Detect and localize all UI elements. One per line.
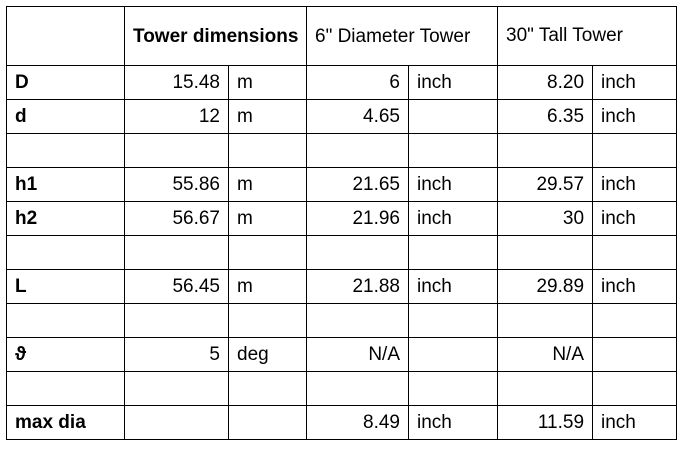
header-row: Tower dimensions 6" Diameter Tower 30" T… — [6, 6, 678, 66]
thirty-inch-value-cell[interactable] — [497, 303, 594, 338]
thirty-inch-unit-cell[interactable]: inch — [592, 99, 678, 134]
tower-unit-cell[interactable] — [228, 235, 307, 270]
thirty-inch-value-cell[interactable] — [497, 371, 594, 406]
row-label-cell[interactable]: d — [6, 99, 125, 134]
thirty-inch-unit-cell[interactable] — [592, 303, 678, 338]
row-label-cell[interactable] — [6, 303, 125, 338]
row-label-cell[interactable]: h2 — [6, 201, 125, 236]
table-row: h2 56.67 m 21.96 inch 30 inch — [6, 201, 678, 236]
header-six-inch-diameter-tower[interactable]: 6" Diameter Tower — [305, 6, 499, 66]
table-row: max dia 8.49 inch 11.59 inch — [6, 405, 678, 440]
tower-unit-cell[interactable]: m — [228, 167, 307, 202]
tower-unit-cell[interactable]: m — [228, 269, 307, 304]
table-row: L 56.45 m 21.88 inch 29.89 inch — [6, 269, 678, 304]
tower-value-cell[interactable]: 15.48 — [124, 65, 229, 100]
thirty-inch-value-cell[interactable]: 8.20 — [497, 65, 594, 100]
six-inch-value-cell[interactable]: 4.65 — [306, 99, 409, 134]
thirty-inch-value-cell[interactable]: 11.59 — [497, 405, 594, 440]
header-thirty-inch-tall-tower[interactable]: 30" Tall Tower — [497, 6, 678, 66]
row-label-cell[interactable]: h1 — [6, 167, 125, 202]
thirty-inch-unit-cell[interactable] — [592, 235, 678, 270]
row-label-cell[interactable]: max dia — [6, 405, 125, 440]
table-row — [6, 371, 678, 406]
thirty-inch-unit-cell[interactable] — [592, 133, 678, 168]
table-row — [6, 235, 678, 270]
thirty-inch-value-cell[interactable]: 6.35 — [497, 99, 594, 134]
tower-value-cell[interactable]: 56.45 — [124, 269, 229, 304]
tower-unit-cell[interactable]: m — [228, 99, 307, 134]
six-inch-unit-cell[interactable] — [407, 133, 499, 168]
tower-value-cell[interactable] — [124, 405, 229, 440]
six-inch-unit-cell[interactable] — [407, 235, 499, 270]
six-inch-unit-cell[interactable] — [407, 303, 499, 338]
tower-value-cell[interactable]: 12 — [124, 99, 229, 134]
row-label-cell[interactable] — [6, 133, 125, 168]
table-row: h1 55.86 m 21.65 inch 29.57 inch — [6, 167, 678, 202]
six-inch-unit-cell[interactable] — [407, 337, 499, 372]
table-row: d 12 m 4.65 6.35 inch — [6, 99, 678, 134]
six-inch-value-cell[interactable] — [306, 235, 409, 270]
thirty-inch-value-cell[interactable]: 29.57 — [497, 167, 594, 202]
table-row: D 15.48 m 6 inch 8.20 inch — [6, 65, 678, 100]
row-label-cell[interactable]: D — [6, 65, 125, 100]
six-inch-unit-cell[interactable] — [407, 99, 499, 134]
tower-unit-cell[interactable] — [228, 371, 307, 406]
tower-value-cell[interactable] — [124, 133, 229, 168]
thirty-inch-value-cell[interactable]: N/A — [497, 337, 594, 372]
six-inch-unit-cell[interactable]: inch — [407, 65, 499, 100]
six-inch-value-cell[interactable]: N/A — [306, 337, 409, 372]
tower-value-cell[interactable]: 5 — [124, 337, 229, 372]
tower-value-cell[interactable]: 55.86 — [124, 167, 229, 202]
row-label-cell[interactable] — [6, 235, 125, 270]
six-inch-value-cell[interactable] — [306, 133, 409, 168]
tower-unit-cell[interactable]: m — [228, 65, 307, 100]
table-row — [6, 133, 678, 168]
row-label-cell[interactable]: L — [6, 269, 125, 304]
thirty-inch-value-cell[interactable]: 29.89 — [497, 269, 594, 304]
tower-unit-cell[interactable]: m — [228, 201, 307, 236]
thirty-inch-unit-cell[interactable]: inch — [592, 269, 678, 304]
thirty-inch-unit-cell[interactable] — [592, 337, 678, 372]
thirty-inch-unit-cell[interactable]: inch — [592, 167, 678, 202]
tower-unit-cell[interactable] — [228, 133, 307, 168]
tower-value-cell[interactable]: 56.67 — [124, 201, 229, 236]
table-row — [6, 303, 678, 338]
six-inch-value-cell[interactable]: 21.65 — [306, 167, 409, 202]
header-empty-cell[interactable] — [6, 6, 125, 66]
six-inch-value-cell[interactable]: 21.88 — [306, 269, 409, 304]
thirty-inch-value-cell[interactable]: 30 — [497, 201, 594, 236]
tower-unit-cell[interactable]: deg — [228, 337, 307, 372]
tower-value-cell[interactable] — [124, 303, 229, 338]
tower-unit-cell[interactable] — [228, 405, 307, 440]
six-inch-unit-cell[interactable]: inch — [407, 167, 499, 202]
six-inch-unit-cell[interactable]: inch — [407, 269, 499, 304]
tower-unit-cell[interactable] — [228, 303, 307, 338]
thirty-inch-unit-cell[interactable]: inch — [592, 201, 678, 236]
row-label-cell[interactable] — [6, 371, 125, 406]
thirty-inch-unit-cell[interactable]: inch — [592, 65, 678, 100]
six-inch-unit-cell[interactable]: inch — [407, 201, 499, 236]
thirty-inch-value-cell[interactable] — [497, 235, 594, 270]
six-inch-unit-cell[interactable] — [407, 371, 499, 406]
thirty-inch-unit-cell[interactable] — [592, 371, 678, 406]
six-inch-value-cell[interactable]: 6 — [306, 65, 409, 100]
row-label-cell[interactable]: ϑ — [6, 337, 125, 372]
six-inch-value-cell[interactable]: 8.49 — [306, 405, 409, 440]
table-row: ϑ 5 deg N/A N/A — [6, 337, 678, 372]
header-tower-dimensions[interactable]: Tower dimensions — [124, 6, 307, 66]
tower-value-cell[interactable] — [124, 371, 229, 406]
thirty-inch-unit-cell[interactable]: inch — [592, 405, 678, 440]
six-inch-value-cell[interactable]: 21.96 — [306, 201, 409, 236]
six-inch-unit-cell[interactable]: inch — [407, 405, 499, 440]
thirty-inch-value-cell[interactable] — [497, 133, 594, 168]
six-inch-value-cell[interactable] — [306, 371, 409, 406]
tower-value-cell[interactable] — [124, 235, 229, 270]
dimensions-table: Tower dimensions 6" Diameter Tower 30" T… — [6, 6, 678, 440]
six-inch-value-cell[interactable] — [306, 303, 409, 338]
